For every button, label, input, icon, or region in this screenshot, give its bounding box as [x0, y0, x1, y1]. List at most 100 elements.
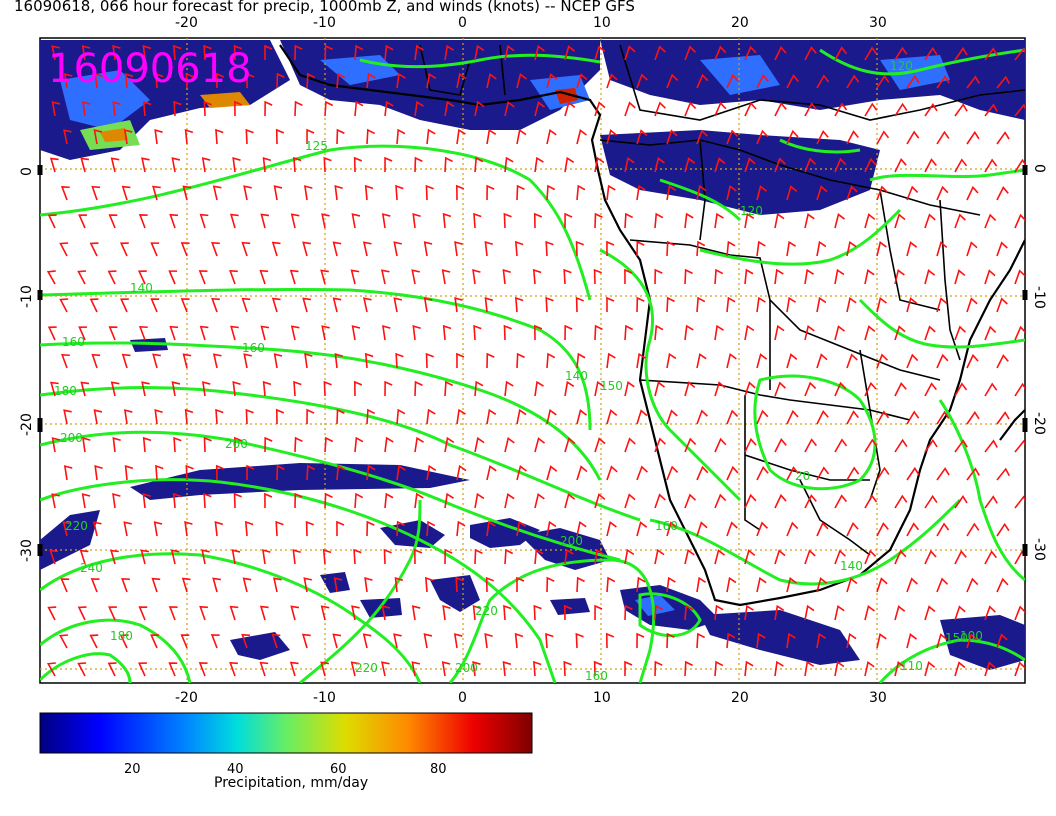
- wind-barb: [636, 352, 647, 369]
- precipitation-areas: [40, 40, 1025, 670]
- wind-barb: [516, 465, 527, 481]
- wind-barb: [726, 632, 736, 649]
- wind-barb: [455, 576, 464, 593]
- wind-barb: [275, 520, 284, 537]
- wind-barb: [996, 633, 1008, 649]
- wind-barb: [215, 408, 224, 425]
- wind-barb: [49, 157, 59, 173]
- wind-barb: [354, 100, 364, 117]
- wind-barb: [545, 296, 554, 313]
- wind-barb: [112, 100, 121, 117]
- wind-barb: [140, 549, 150, 565]
- wind-barb: [924, 494, 938, 509]
- wind-barb: [321, 325, 330, 341]
- wind-barb: [504, 100, 515, 117]
- wind-barb: [426, 464, 437, 481]
- wind-barb: [744, 157, 756, 173]
- wind-barb: [936, 75, 950, 89]
- wind-barb: [624, 548, 635, 565]
- wind-barb: [215, 464, 225, 481]
- wind-barb: [756, 240, 766, 257]
- wind-barb: [714, 381, 726, 397]
- wind-barb: [984, 47, 998, 61]
- wind-barb: [666, 184, 677, 201]
- wind-barb: [804, 212, 815, 229]
- wind-barb: [1014, 605, 1025, 621]
- wind-barb: [654, 437, 666, 453]
- wind-barb: [714, 212, 724, 229]
- wind-barb: [575, 296, 584, 313]
- wind-barb: [864, 102, 878, 117]
- wind-barb: [594, 45, 606, 61]
- wind-barb: [846, 130, 859, 145]
- wind-barb: [203, 100, 212, 117]
- wind-barb: [936, 467, 950, 481]
- wind-barb: [534, 437, 546, 453]
- contour-label: 200: [60, 431, 83, 445]
- contour: [638, 592, 702, 638]
- wind-barb: [414, 156, 423, 173]
- wind-barb: [936, 241, 948, 257]
- lat-labels-left: 0 -10 -20 -30: [19, 167, 35, 562]
- wind-barb: [353, 380, 363, 397]
- wind-barb: [303, 185, 313, 201]
- wind-barb: [234, 436, 243, 453]
- wind-barb: [534, 156, 544, 173]
- wind-barb: [81, 45, 91, 61]
- wind-barb: [786, 466, 799, 481]
- wind-barb: [112, 493, 121, 509]
- wind-barb: [564, 45, 576, 61]
- wind-barb: [516, 184, 525, 201]
- wind-barb: [80, 381, 90, 397]
- wind-barb: [242, 577, 252, 593]
- wind-barb: [696, 521, 708, 537]
- wind-barb: [142, 44, 151, 61]
- wind-barb: [606, 352, 616, 369]
- wind-barb: [412, 324, 421, 341]
- wind-barb: [46, 270, 56, 285]
- lat-tick-label: -10: [19, 285, 35, 308]
- wind-barb: [396, 72, 406, 89]
- wind-barb: [606, 465, 618, 481]
- contour: [40, 287, 592, 431]
- wind-barb: [906, 466, 920, 481]
- wind-barb: [996, 241, 1008, 257]
- wind-barb: [212, 353, 222, 369]
- wind-barb: [606, 73, 618, 89]
- wind-barb: [234, 100, 243, 117]
- wind-barb: [50, 381, 59, 397]
- wind-barb: [864, 605, 875, 621]
- wind-barb: [180, 242, 190, 257]
- wind-barb: [486, 128, 497, 145]
- wind-barb: [696, 296, 706, 313]
- wind-barb: [894, 46, 908, 61]
- wind-barb: [323, 156, 332, 173]
- wind-barb: [396, 128, 406, 145]
- wind-barb: [624, 156, 635, 173]
- wind-barb: [138, 326, 148, 341]
- wind-barb: [381, 661, 390, 677]
- wind-barb: [846, 577, 858, 593]
- wind-barb: [846, 466, 860, 481]
- wind-barb: [816, 410, 829, 425]
- wind-barb: [154, 129, 163, 145]
- contour-label: 110: [900, 659, 923, 673]
- wind-barb: [774, 102, 787, 117]
- wind-barb: [442, 212, 452, 229]
- wind-barb: [51, 101, 61, 117]
- wind-barb: [516, 128, 527, 145]
- wind-barb: [485, 576, 494, 593]
- contour: [779, 138, 861, 154]
- wind-barb: [150, 298, 160, 313]
- wind-barb: [954, 550, 967, 565]
- contour-label: 160: [585, 669, 608, 683]
- wind-barb: [473, 212, 482, 229]
- wind-barb: [229, 269, 238, 285]
- contour: [819, 48, 1025, 76]
- wind-barb: [966, 410, 980, 425]
- wind-barb: [456, 352, 465, 369]
- wind-barb: [834, 102, 848, 117]
- precip-area: [600, 130, 880, 215]
- wind-barb: [453, 633, 463, 649]
- wind-barb: [906, 297, 918, 313]
